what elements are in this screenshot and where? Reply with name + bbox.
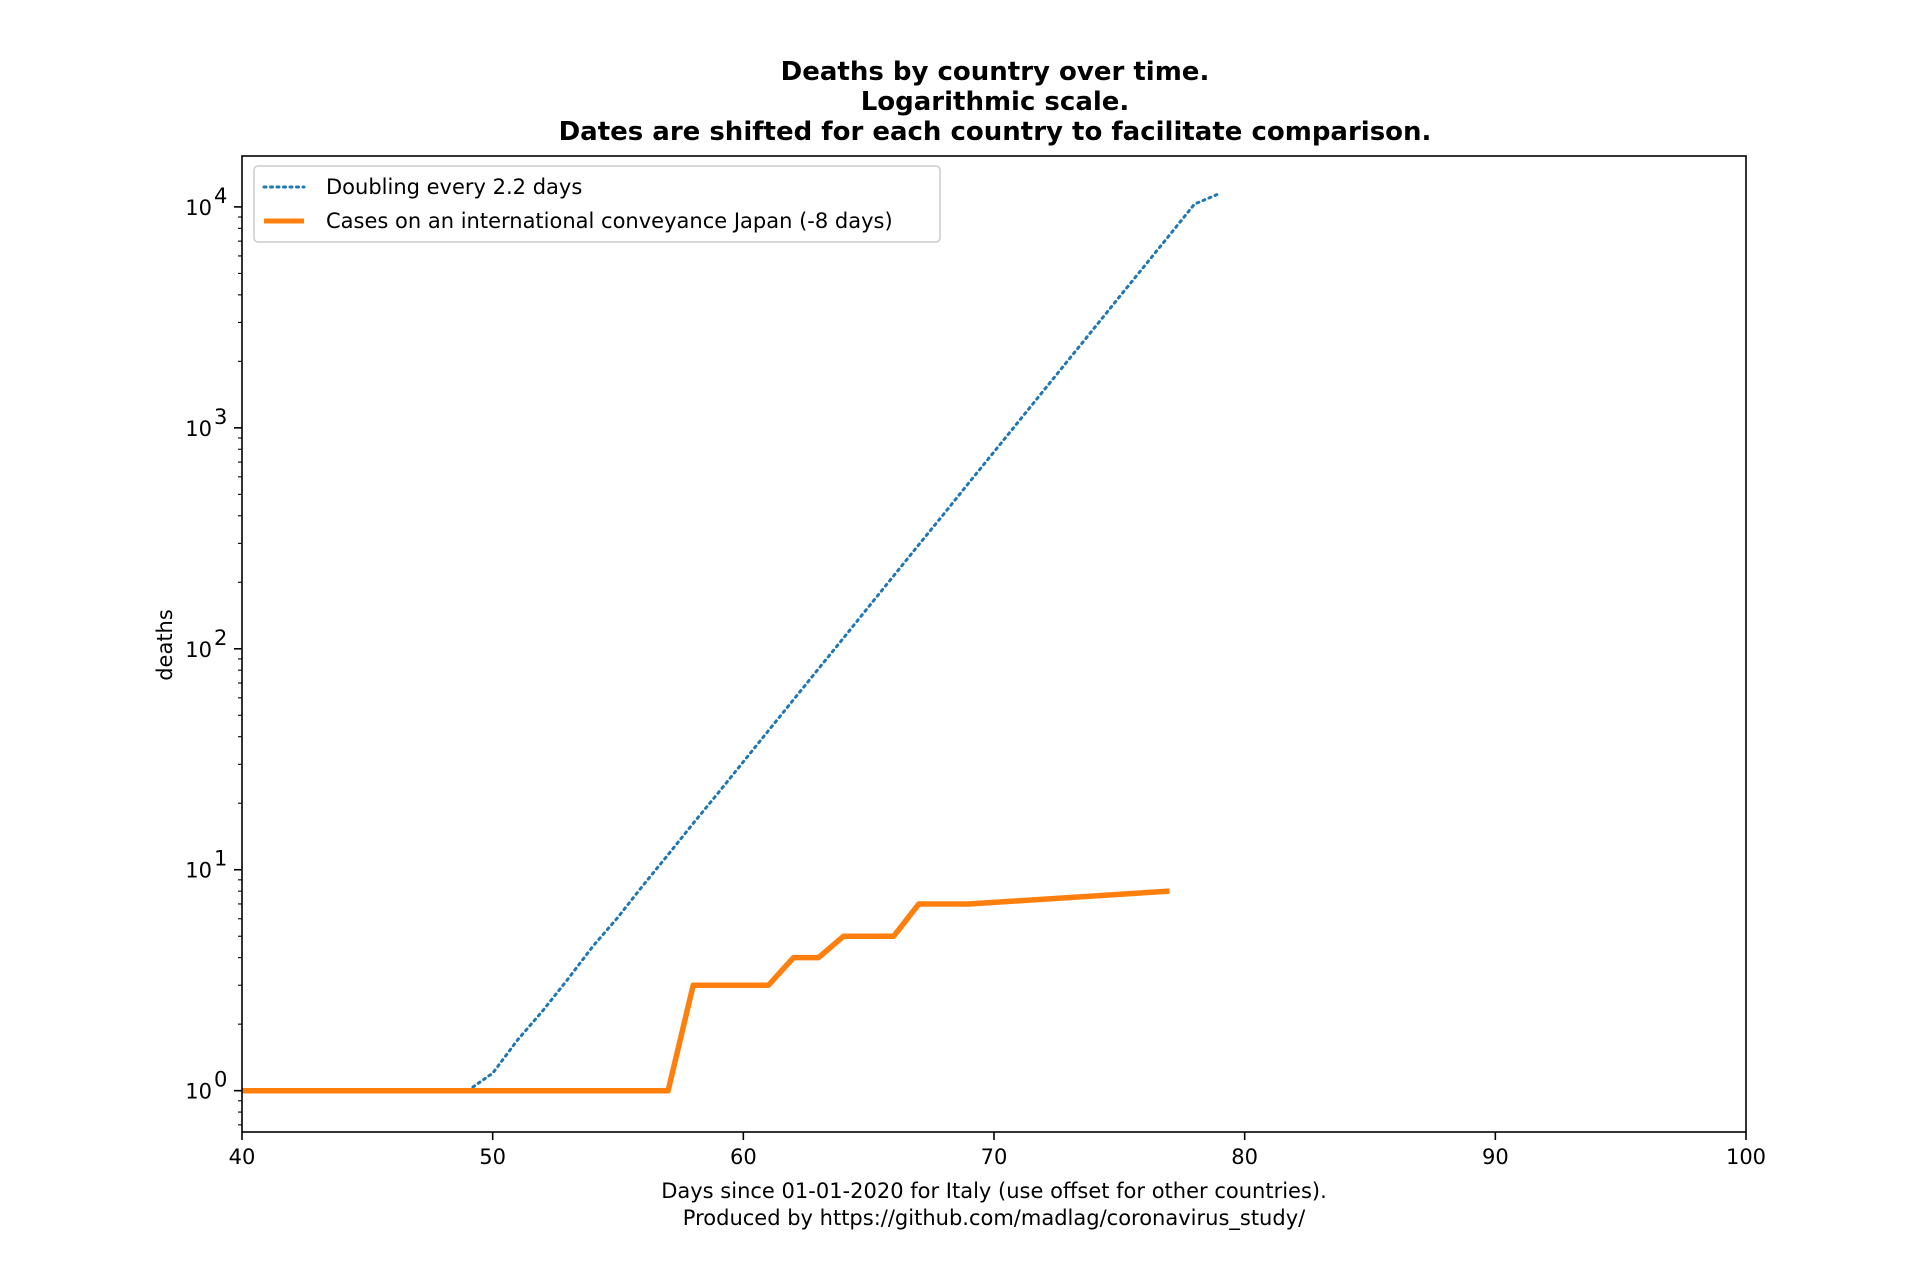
x-tick-label: 70 [981, 1145, 1008, 1169]
x-tick-label: 80 [1231, 1145, 1258, 1169]
legend-label-doubling: Doubling every 2.2 days [326, 175, 582, 199]
x-axis-ticks: 40 50 60 70 80 90 100 [229, 1132, 1766, 1169]
y-tick-label: 10 [185, 1080, 212, 1104]
y-tick-label: 10 [185, 417, 212, 441]
chart-title-line-2: Logarithmic scale. [861, 87, 1130, 117]
series-line-japan [242, 888, 1170, 1094]
x-axis-label-line-2: Produced by https://github.com/madlag/co… [683, 1206, 1306, 1231]
x-tick-label: 90 [1482, 1145, 1509, 1169]
y-tick-label-exponent: 2 [214, 626, 227, 650]
chart-title: Deaths by country over time. Logarithmic… [559, 57, 1432, 147]
x-axis-label-line-1: Days since 01-01-2020 for Italy (use off… [661, 1179, 1327, 1203]
x-tick-label: 100 [1726, 1145, 1766, 1169]
x-tick-label: 60 [730, 1145, 757, 1169]
y-tick-label: 10 [185, 196, 212, 220]
legend-box [253, 165, 941, 243]
y-tick-label-exponent: 4 [214, 184, 227, 208]
x-tick-label: 50 [479, 1145, 506, 1169]
chart-title-line-1: Deaths by country over time. [781, 57, 1210, 87]
plot-series [242, 192, 1222, 1094]
y-tick-label: 10 [185, 638, 212, 662]
x-axis-label: Days since 01-01-2020 for Italy (use off… [661, 1179, 1327, 1231]
legend: Doubling every 2.2 days Cases on an inte… [253, 165, 941, 243]
y-tick-label-exponent: 3 [214, 405, 227, 429]
chart-title-line-3: Dates are shifted for each country to fa… [559, 117, 1432, 147]
x-tick-label: 40 [229, 1145, 256, 1169]
y-tick-label: 10 [185, 859, 212, 883]
y-tick-label-exponent: 0 [214, 1068, 227, 1092]
plot-area-frame [241, 155, 1747, 1133]
y-axis-label: deaths [153, 609, 177, 681]
series-line-doubling [466, 192, 1222, 1093]
y-tick-label-exponent: 1 [214, 847, 227, 871]
legend-label-japan: Cases on an international conveyance Jap… [326, 209, 893, 233]
